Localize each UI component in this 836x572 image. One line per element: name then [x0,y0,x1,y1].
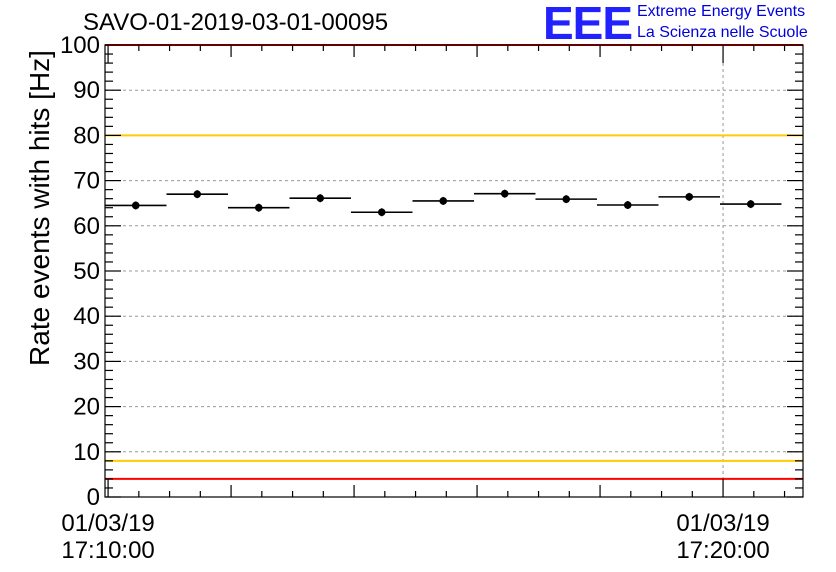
y-tick-label: 40 [73,303,100,330]
y-tick-label: 70 [73,168,100,195]
y-tick-label: 80 [73,122,100,149]
y-tick-label: 50 [73,258,100,285]
y-tick-label: 90 [73,77,100,104]
y-tick-label: 30 [73,348,100,375]
x-tick-label-time: 17:10:00 [61,537,154,564]
data-layer [105,189,782,217]
logo-text-line-2: La Scienza nelle Scuole [637,24,808,41]
data-point [131,201,140,210]
data-point [500,189,509,198]
label-layer: 010203040506070809010001/03/1917:10:0001… [60,32,770,564]
data-point [377,208,386,217]
y-axis-label: Rate events with hits [Hz] [24,50,55,366]
y-tick-label: 100 [60,32,100,59]
data-point [685,193,694,201]
tick-layer [105,44,803,498]
data-point [254,203,263,212]
y-tick-label: 0 [87,484,100,511]
x-tick-label-date: 01/03/19 [61,510,154,537]
data-point [316,194,325,203]
y-tick-label: 10 [73,439,100,466]
data-point [746,200,755,208]
threshold-layer [105,44,803,480]
y-tick-label: 20 [73,394,100,421]
data-point [623,201,632,209]
data-point [439,197,448,205]
grid-layer [105,45,803,497]
data-point [562,195,571,203]
x-tick-label-date: 01/03/19 [676,510,769,537]
y-tick-label: 60 [73,213,100,240]
x-tick-label-time: 17:20:00 [676,537,769,564]
run-title: SAVO-01-2019-03-01-00095 [83,9,389,36]
eee-logo-icon: EEE [543,0,633,49]
data-point [193,190,202,198]
logo-text-line-1: Extreme Energy Events [637,3,806,20]
